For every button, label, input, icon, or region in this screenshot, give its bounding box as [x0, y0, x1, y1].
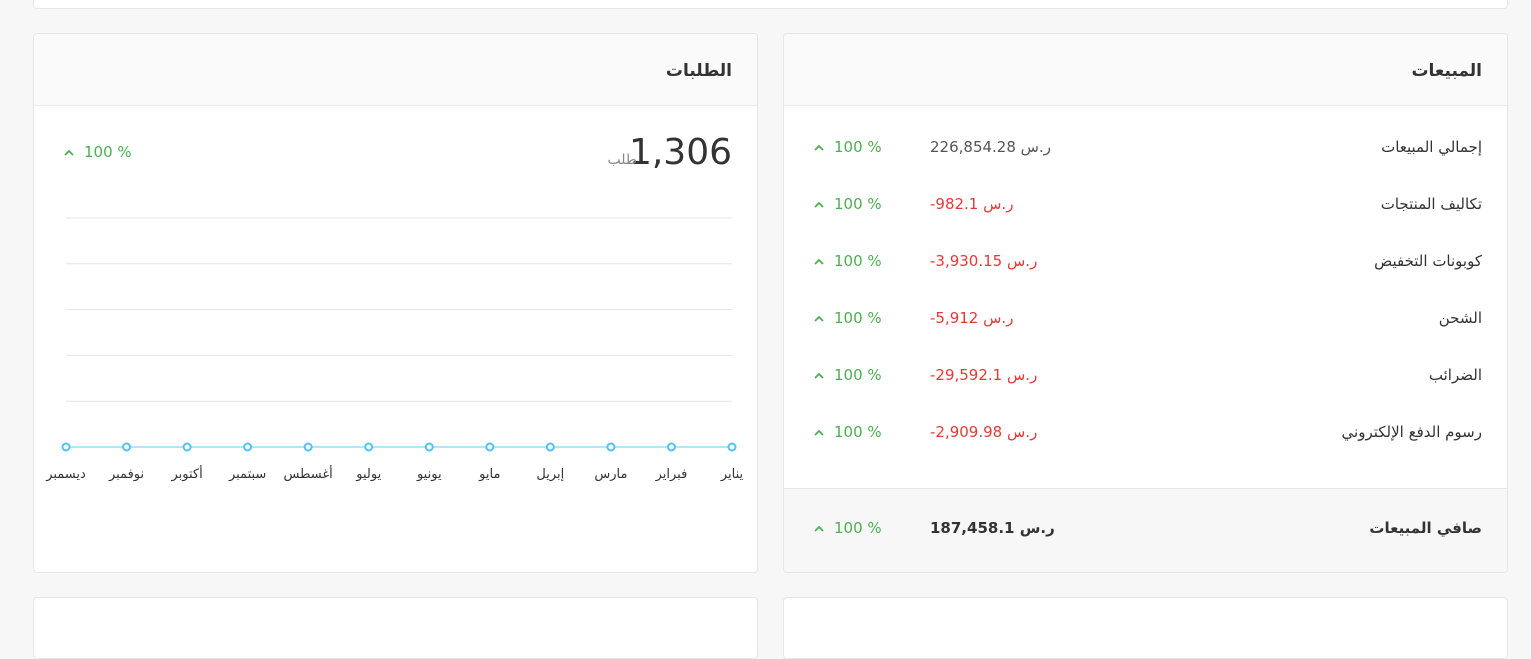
- chevron-up-icon: [814, 201, 824, 208]
- chart-point[interactable]: [485, 442, 495, 452]
- chart-tick-label: مايو: [478, 467, 500, 482]
- chevron-up-icon: [814, 525, 824, 532]
- sales-row-label: رسوم الدفع الإلكتروني: [1341, 423, 1482, 441]
- sales-row-pct: 100 %: [814, 195, 882, 213]
- net-sales-value: 187,458.1 ر.س: [930, 519, 1055, 537]
- net-sales-label: صافي المبيعات: [1369, 519, 1482, 537]
- chevron-up-icon: [814, 429, 824, 436]
- net-sales-pct-text: 100 %: [834, 519, 882, 537]
- sales-row-pct-text: 100 %: [834, 423, 882, 441]
- chart-tick-label: سبتمبر: [228, 467, 266, 482]
- orders-unit: طلب: [607, 152, 637, 168]
- chevron-up-icon: [814, 144, 824, 151]
- chart-point[interactable]: [545, 442, 555, 452]
- sales-row: تكاليف المنتجات -982.1 ر.س 100 %: [784, 195, 1507, 219]
- sales-row-value: -5,912 ر.س: [930, 309, 1014, 327]
- sales-row-pct-text: 100 %: [834, 309, 882, 327]
- chart-tick-label: إبريل: [536, 467, 564, 482]
- sales-row-value: 226,854.28 ر.س: [930, 138, 1051, 156]
- sales-row-label: الشحن: [1438, 309, 1482, 327]
- sales-row: رسوم الدفع الإلكتروني -2,909.98 ر.س 100 %: [784, 423, 1507, 447]
- sales-row-pct-text: 100 %: [834, 366, 882, 384]
- orders-title: الطلبات: [665, 61, 732, 81]
- sales-card: المبيعات إجمالي المبيعات 226,854.28 ر.س 10…: [783, 33, 1508, 573]
- orders-count: 1,306: [628, 132, 732, 173]
- sales-row-label: إجمالي المبيعات: [1381, 138, 1482, 156]
- chevron-up-icon: [64, 149, 74, 156]
- chart-tick-label: فبراير: [655, 467, 688, 482]
- sales-row-pct: 100 %: [814, 423, 882, 441]
- chart-point[interactable]: [606, 442, 616, 452]
- chart-point[interactable]: [666, 442, 676, 452]
- chart-point[interactable]: [303, 442, 313, 452]
- top-card: [33, 0, 1508, 9]
- sales-title: المبيعات: [1411, 61, 1482, 81]
- orders-card: الطلبات 1,306 طلب 100 % يناير فبراير مارس إ…: [33, 33, 758, 573]
- chart-point[interactable]: [122, 442, 132, 452]
- orders-pct: 100 %: [64, 143, 132, 161]
- sales-row-label: كوبونات التخفيض: [1374, 252, 1482, 270]
- sales-row-pct-text: 100 %: [834, 138, 882, 156]
- chart-point[interactable]: [243, 442, 253, 452]
- chevron-up-icon: [814, 315, 824, 322]
- chevron-up-icon: [814, 372, 824, 379]
- orders-pct-text: 100 %: [84, 143, 132, 161]
- sales-row: الشحن -5,912 ر.س 100 %: [784, 309, 1507, 333]
- sales-row: إجمالي المبيعات 226,854.28 ر.س 100 %: [784, 138, 1507, 162]
- sales-row-pct: 100 %: [814, 252, 882, 270]
- chart-tick-label: يناير: [720, 467, 744, 482]
- chart-tick-label: يونيو: [416, 467, 442, 482]
- sales-row-label: الضرائب: [1428, 366, 1482, 384]
- orders-card-header: الطلبات: [34, 34, 757, 106]
- sales-row-value: -29,592.1 ر.س: [930, 366, 1038, 384]
- sales-row-label: تكاليف المنتجات: [1380, 195, 1482, 213]
- orders-line-chart: يناير فبراير مارس إبريل مايو يونيو يوليو أغسطس س…: [45, 217, 744, 482]
- chart-tick-label: نوفمبر: [108, 467, 144, 482]
- chart-tick-label: أكتوبر: [170, 465, 202, 482]
- sales-row-pct: 100 %: [814, 138, 882, 156]
- chart-point[interactable]: [727, 442, 737, 452]
- sales-row-pct-text: 100 %: [834, 195, 882, 213]
- chart-point[interactable]: [424, 442, 434, 452]
- sales-card-header: المبيعات: [784, 34, 1507, 106]
- chart-tick-label: أغسطس: [284, 465, 333, 482]
- chart-tick-label: مارس: [594, 467, 627, 482]
- net-sales-pct: 100 %: [814, 519, 882, 537]
- chart-point[interactable]: [61, 442, 71, 452]
- chevron-up-icon: [814, 258, 824, 265]
- sales-row: كوبونات التخفيض -3,930.15 ر.س 100 %: [784, 252, 1507, 276]
- sales-row-value: -2,909.98 ر.س: [930, 423, 1038, 441]
- chart-tick-label: يوليو: [355, 467, 381, 482]
- bottom-card-left: [33, 597, 758, 659]
- chart-point[interactable]: [364, 442, 374, 452]
- bottom-card-right: [783, 597, 1508, 659]
- chart-point[interactable]: [182, 442, 192, 452]
- sales-row-pct: 100 %: [814, 309, 882, 327]
- sales-row-pct: 100 %: [814, 366, 882, 384]
- sales-row-value: -982.1 ر.س: [930, 195, 1014, 213]
- sales-row-pct-text: 100 %: [834, 252, 882, 270]
- chart-tick-label: ديسمبر: [45, 467, 86, 482]
- sales-row-value: -3,930.15 ر.س: [930, 252, 1038, 270]
- sales-row: الضرائب -29,592.1 ر.س 100 %: [784, 366, 1507, 390]
- net-sales-row: صافي المبيعات 187,458.1 ر.س 100 %: [784, 488, 1507, 572]
